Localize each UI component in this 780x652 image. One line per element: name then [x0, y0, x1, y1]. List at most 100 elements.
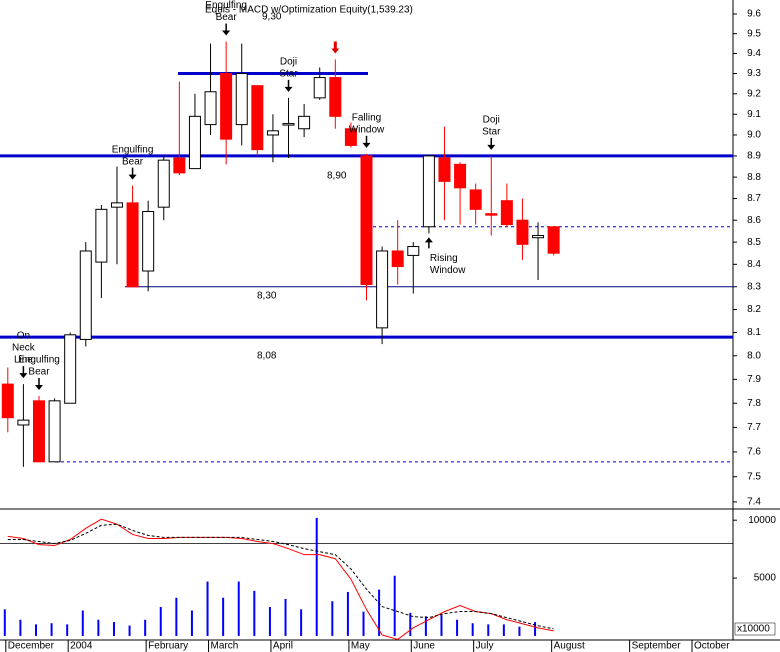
- candle-body: [204, 91, 217, 126]
- y-tick-label: 9.2: [747, 88, 761, 99]
- candle-body: [64, 334, 77, 404]
- arrow-head: [424, 237, 433, 243]
- y-tick-label: 8.8: [747, 172, 761, 183]
- annotation-label: Neck: [12, 343, 36, 354]
- x-tick-label: December: [8, 641, 55, 652]
- y-tick-label: 7.4: [747, 497, 761, 508]
- y-tick-label: 9.1: [747, 109, 761, 120]
- candle-body: [329, 77, 342, 117]
- y-tick-label: 8.7: [747, 193, 761, 204]
- x-tick-label: September: [632, 641, 682, 652]
- candle-body: [391, 250, 404, 268]
- annotation-label: Star: [482, 127, 501, 138]
- annotation-label: Window: [430, 265, 466, 276]
- x-tick-label: June: [413, 641, 435, 652]
- candle-body: [79, 250, 92, 340]
- y-tick-label: 7.5: [747, 471, 761, 482]
- candle-body: [95, 208, 108, 263]
- y-unit-label: x10000: [737, 624, 770, 635]
- candle-body: [485, 213, 498, 216]
- candle-body: [516, 219, 529, 245]
- candle-body: [547, 226, 560, 254]
- annotation-label: Star: [279, 69, 298, 80]
- level-label: 8,90: [327, 171, 347, 182]
- arrow-head: [284, 86, 293, 92]
- annotation-label: Engulfing: [18, 355, 60, 366]
- x-tick-label: April: [273, 641, 293, 652]
- candle-body: [17, 419, 30, 426]
- annotation-label: Bear: [28, 367, 50, 378]
- y-tick-label: 7.8: [747, 398, 761, 409]
- y-tick-label: 8.0: [747, 350, 761, 361]
- arrow-head: [222, 30, 231, 36]
- annotation-label: Window: [349, 124, 385, 135]
- candle-body: [110, 202, 123, 208]
- y-tick-label: 9.3: [747, 68, 761, 79]
- y-tick-label: 8.3: [747, 281, 761, 292]
- y-tick-label: 9.5: [747, 28, 761, 39]
- y-tick-label: 8.4: [747, 259, 761, 270]
- y-tick-label: 10000: [748, 515, 776, 526]
- candle-body: [235, 73, 248, 126]
- candle-body: [251, 85, 264, 151]
- annotation-label: Doji: [280, 57, 297, 68]
- x-tick-label: July: [476, 641, 494, 652]
- annotation-label: Engulfing: [112, 144, 154, 155]
- candle-body: [142, 211, 155, 272]
- y-tick-label: 8.6: [747, 215, 761, 226]
- y-tick-label: 8.2: [747, 304, 761, 315]
- arrow-head: [487, 144, 496, 150]
- candle-body: [126, 202, 139, 288]
- candle-body: [220, 73, 233, 140]
- arrow-head: [19, 373, 28, 379]
- level-label: 8,08: [257, 351, 277, 362]
- y-tick-label: 8.1: [747, 327, 761, 338]
- level-label: 9,30: [262, 12, 282, 23]
- annotation-label: Falling: [352, 112, 381, 123]
- candle-body: [32, 400, 45, 463]
- candle-body: [282, 123, 295, 126]
- y-tick-label: 8.9: [747, 151, 761, 162]
- y-tick-label: 9.0: [747, 130, 761, 141]
- annotation-label: Line: [14, 355, 33, 366]
- y-tick-label: 7.7: [747, 422, 761, 433]
- arrow-head: [128, 174, 137, 180]
- unit-box: [734, 622, 776, 636]
- chart-title: Equis - MACD w/Optimization Equity(1,539…: [205, 5, 413, 16]
- candle-body: [500, 200, 513, 226]
- y-tick-label: 9.4: [747, 48, 761, 59]
- candle-body: [157, 159, 170, 208]
- annotation-label: On: [17, 331, 30, 342]
- candle-body: [1, 383, 14, 419]
- annotation-label: Bear: [122, 156, 144, 167]
- x-tick-label: August: [554, 641, 585, 652]
- arrow-head: [34, 385, 43, 391]
- candle-body: [469, 189, 482, 210]
- x-tick-label: February: [148, 641, 188, 652]
- candle-body: [454, 163, 467, 189]
- annotation-label: Bear: [216, 12, 238, 23]
- arrow-head: [331, 48, 340, 54]
- candle-body: [532, 235, 545, 239]
- y-tick-label: 7.6: [747, 447, 761, 458]
- x-tick-label: March: [211, 641, 239, 652]
- candle-body: [48, 400, 61, 463]
- annotation-label: Rising: [430, 253, 458, 264]
- candle-body: [360, 155, 373, 286]
- y-tick-label: 9.6: [747, 9, 761, 20]
- candle-body: [173, 157, 186, 174]
- y-tick-label: 7.9: [747, 374, 761, 385]
- candle-body: [298, 115, 311, 130]
- annotation-label: Doji: [483, 115, 500, 126]
- candle-body: [407, 246, 420, 256]
- level-label: 8,30: [257, 291, 277, 302]
- candle-body: [376, 250, 389, 329]
- candle-body: [188, 115, 201, 170]
- candle-body: [313, 77, 326, 99]
- x-tick-label: May: [351, 641, 370, 652]
- indicator-line: [7, 518, 554, 640]
- candle-body: [344, 128, 357, 146]
- y-tick-label: 8.5: [747, 237, 761, 248]
- annotation-label: Engulfing: [205, 0, 247, 11]
- candle-body: [438, 157, 451, 182]
